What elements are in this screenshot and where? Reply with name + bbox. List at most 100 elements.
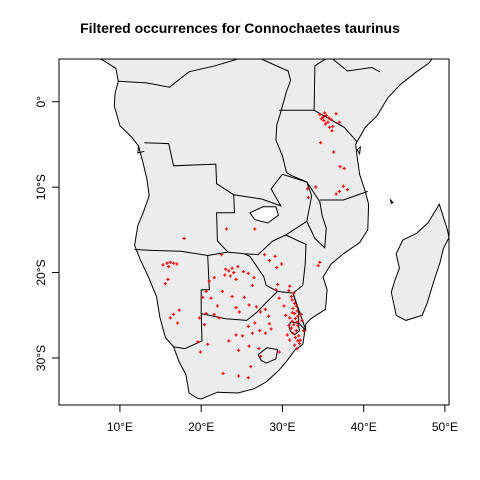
occurrence-point bbox=[237, 374, 241, 378]
occurrence-point bbox=[289, 294, 293, 299]
occurrence-point bbox=[230, 294, 234, 299]
occurrence-point bbox=[254, 305, 258, 309]
occurrence-point bbox=[168, 316, 172, 320]
occurrence-point bbox=[168, 260, 172, 264]
occurrence-point bbox=[318, 260, 322, 264]
y-tick-label: 20°S bbox=[34, 260, 48, 286]
occurrence-point bbox=[282, 304, 286, 308]
occurrence-point bbox=[253, 321, 257, 325]
occurrence-point bbox=[295, 309, 299, 313]
occurrence-point bbox=[175, 262, 179, 266]
land-map bbox=[99, 59, 449, 400]
occurrence-point bbox=[219, 253, 224, 257]
occurrence-point bbox=[295, 320, 299, 324]
occurrence-point bbox=[319, 141, 323, 145]
occurrence-point bbox=[165, 261, 169, 265]
occurrence-point bbox=[246, 376, 250, 380]
occurrence-point bbox=[337, 120, 341, 124]
occurrence-point bbox=[299, 312, 303, 316]
occurrence-point bbox=[246, 271, 250, 275]
occurrence-point bbox=[292, 323, 296, 327]
occurrence-point bbox=[297, 341, 302, 346]
occurrence-point bbox=[330, 129, 334, 133]
occurrence-point bbox=[241, 334, 245, 338]
plot-title: Filtered occurrences for Connochaetes ta… bbox=[80, 20, 400, 36]
occurrence-point bbox=[334, 192, 338, 196]
occurrence-point bbox=[198, 350, 202, 354]
occurrence-point bbox=[295, 347, 299, 351]
occurrence-point bbox=[202, 323, 206, 327]
occurrence-point bbox=[342, 166, 346, 170]
occurrence-point bbox=[288, 284, 292, 288]
occurrence-point bbox=[276, 282, 280, 287]
occurrence-point bbox=[321, 115, 325, 119]
occurrence-point bbox=[198, 316, 202, 320]
occurrence-point bbox=[290, 311, 294, 315]
occurrence-point bbox=[285, 333, 289, 337]
occurrence-point bbox=[291, 306, 295, 311]
occurrence-point bbox=[297, 334, 301, 338]
occurrence-point bbox=[327, 116, 331, 120]
occurrence-point bbox=[258, 310, 263, 314]
occurrence-point bbox=[177, 308, 181, 312]
occurrence-point bbox=[293, 312, 297, 316]
occurrence-point bbox=[322, 118, 326, 123]
occurrence-point bbox=[257, 347, 261, 351]
occurrence-point bbox=[161, 263, 165, 267]
occurrence-point bbox=[250, 331, 254, 335]
occurrence-point bbox=[204, 312, 208, 316]
occurrence-point bbox=[319, 117, 323, 121]
x-tick-label: 40°E bbox=[351, 420, 377, 434]
occurrence-point bbox=[166, 277, 170, 281]
occurrence-point bbox=[296, 323, 300, 328]
occurrence-point bbox=[334, 112, 338, 116]
occurrence-point bbox=[263, 253, 267, 257]
occurrence-point bbox=[247, 303, 251, 307]
occurrence-point bbox=[293, 301, 297, 305]
occurrence-point bbox=[263, 307, 267, 311]
occurrence-point bbox=[234, 306, 238, 310]
occurrence-point bbox=[207, 279, 211, 283]
occurrence-point bbox=[323, 111, 327, 115]
occurrence-point bbox=[249, 365, 253, 369]
occurrence-point bbox=[293, 343, 297, 347]
occurrence-point bbox=[241, 270, 245, 274]
x-tick-label: 30°E bbox=[269, 420, 295, 434]
occurrence-point bbox=[223, 273, 227, 277]
occurrence-point bbox=[277, 296, 281, 300]
occurrence-point bbox=[332, 150, 336, 154]
y-tick-label: 30°S bbox=[34, 345, 48, 371]
occurrence-point bbox=[224, 227, 228, 231]
occurrence-point bbox=[291, 331, 295, 335]
occurrence-point bbox=[217, 316, 221, 320]
y-tick-label: 10°S bbox=[34, 174, 48, 200]
occurrence-points bbox=[161, 111, 349, 380]
occurrence-point bbox=[267, 322, 271, 326]
occurrence-point bbox=[337, 189, 341, 193]
occurrence-point bbox=[220, 289, 224, 293]
occurrence-point bbox=[341, 184, 345, 188]
occurrence-point bbox=[328, 125, 332, 129]
occurrence-point bbox=[182, 236, 186, 240]
occurrence-point bbox=[201, 295, 205, 299]
y-tick-label: 0° bbox=[34, 96, 48, 108]
occurrence-point bbox=[172, 261, 176, 265]
occurrence-point bbox=[300, 318, 304, 322]
x-tick-label: 10°E bbox=[107, 420, 133, 434]
occurrence-point bbox=[323, 122, 328, 126]
occurrence-point bbox=[316, 264, 320, 268]
occurrence-point bbox=[234, 277, 238, 281]
y-axis: 0° 10°S 20°S 30°S bbox=[34, 96, 59, 371]
occurrence-point bbox=[172, 312, 176, 316]
occurrence-point bbox=[227, 339, 231, 343]
occurrence-point bbox=[287, 288, 291, 293]
occurrence-point bbox=[267, 314, 271, 318]
occurrence-point bbox=[230, 266, 234, 270]
occurrence-point bbox=[246, 324, 250, 328]
occurrence-point bbox=[306, 187, 310, 191]
occurrence-point bbox=[258, 329, 262, 333]
occurrence-point bbox=[274, 288, 278, 292]
occurrence-point bbox=[212, 312, 216, 316]
x-axis: 10°E 20°E 30°E 40°E 50°E bbox=[107, 405, 458, 434]
